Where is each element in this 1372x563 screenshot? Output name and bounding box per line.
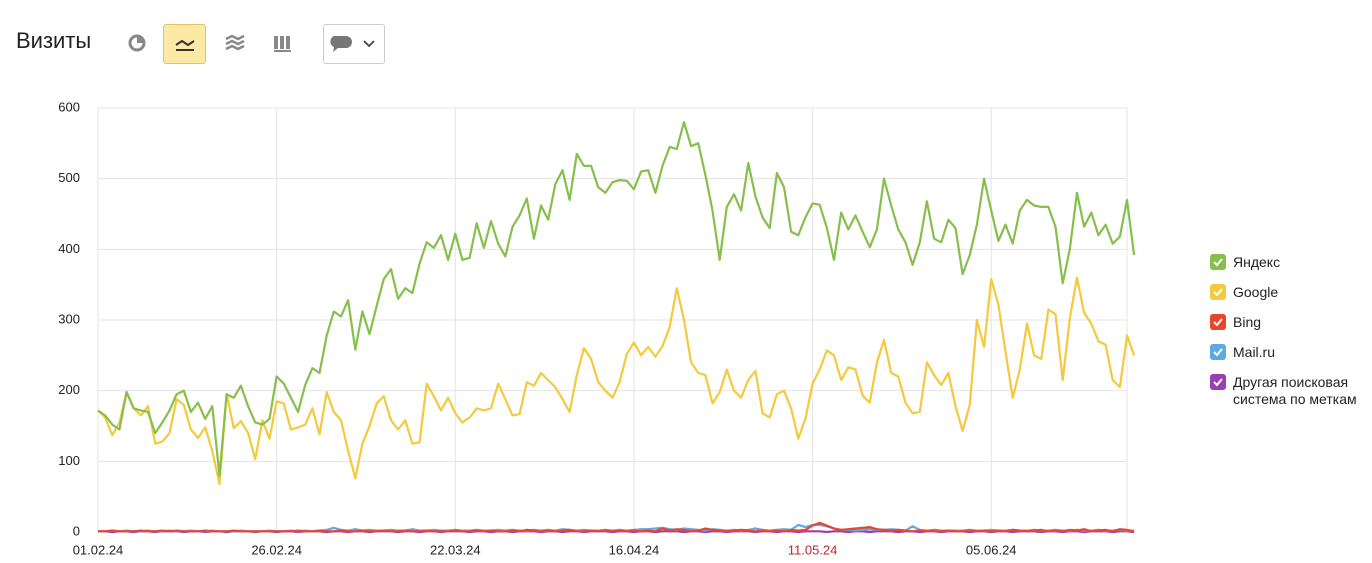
check-icon xyxy=(1213,258,1223,267)
area-button[interactable] xyxy=(220,24,250,62)
x-tick-label: 01.02.24 xyxy=(73,542,124,557)
y-tick-label: 300 xyxy=(58,311,80,326)
comments-dropdown[interactable] xyxy=(323,24,385,64)
line-icon xyxy=(174,39,195,51)
area-icon xyxy=(225,34,245,51)
x-tick-label: 22.03.24 xyxy=(430,542,481,557)
legend-checkbox[interactable] xyxy=(1210,314,1226,330)
chart-title: Визиты xyxy=(16,28,92,53)
x-tick-label: 16.04.24 xyxy=(609,542,660,557)
legend: Яндекс Google Bing Mail.ru Другая поисковая … xyxy=(1210,254,1372,421)
pie-button[interactable] xyxy=(122,24,152,62)
legend-label: Яндекс xyxy=(1233,254,1281,270)
y-tick-label: 600 xyxy=(58,99,80,114)
y-tick-label: 0 xyxy=(73,523,80,538)
comments-icon xyxy=(330,36,375,52)
check-icon xyxy=(1213,288,1223,297)
series-line xyxy=(98,521,1135,533)
line-button[interactable] xyxy=(163,24,206,64)
legend-item[interactable]: Другая поисковая система по меткам xyxy=(1210,374,1372,408)
check-icon xyxy=(1213,348,1223,357)
legend-checkbox[interactable] xyxy=(1210,374,1226,390)
pie-icon xyxy=(128,34,146,52)
series-line xyxy=(97,121,1136,477)
x-tick-label: 26.02.24 xyxy=(251,542,302,557)
bar-button[interactable] xyxy=(268,24,298,62)
series-line xyxy=(97,276,1136,485)
legend-label: Google xyxy=(1233,284,1279,300)
legend-checkbox[interactable] xyxy=(1210,284,1226,300)
check-icon xyxy=(1213,318,1223,327)
legend-item[interactable]: Mail.ru xyxy=(1210,344,1372,361)
bar-icon xyxy=(274,36,291,52)
y-tick-label: 500 xyxy=(58,170,80,185)
legend-item[interactable]: Яндекс xyxy=(1210,254,1372,271)
legend-label: Mail.ru xyxy=(1233,344,1276,360)
x-tick-label: 11.05.24 xyxy=(788,542,838,557)
legend-item[interactable]: Google xyxy=(1210,284,1372,301)
y-tick-label: 400 xyxy=(58,241,80,256)
legend-label: Другая поисковая система по меткам xyxy=(1233,374,1357,407)
y-tick-label: 200 xyxy=(58,382,80,397)
legend-checkbox[interactable] xyxy=(1210,344,1226,360)
check-icon xyxy=(1213,378,1223,387)
legend-item[interactable]: Bing xyxy=(1210,314,1372,331)
x-tick-label: 05.06.24 xyxy=(966,542,1017,557)
legend-label: Bing xyxy=(1233,314,1262,330)
legend-checkbox[interactable] xyxy=(1210,254,1226,270)
y-tick-label: 100 xyxy=(58,453,80,468)
